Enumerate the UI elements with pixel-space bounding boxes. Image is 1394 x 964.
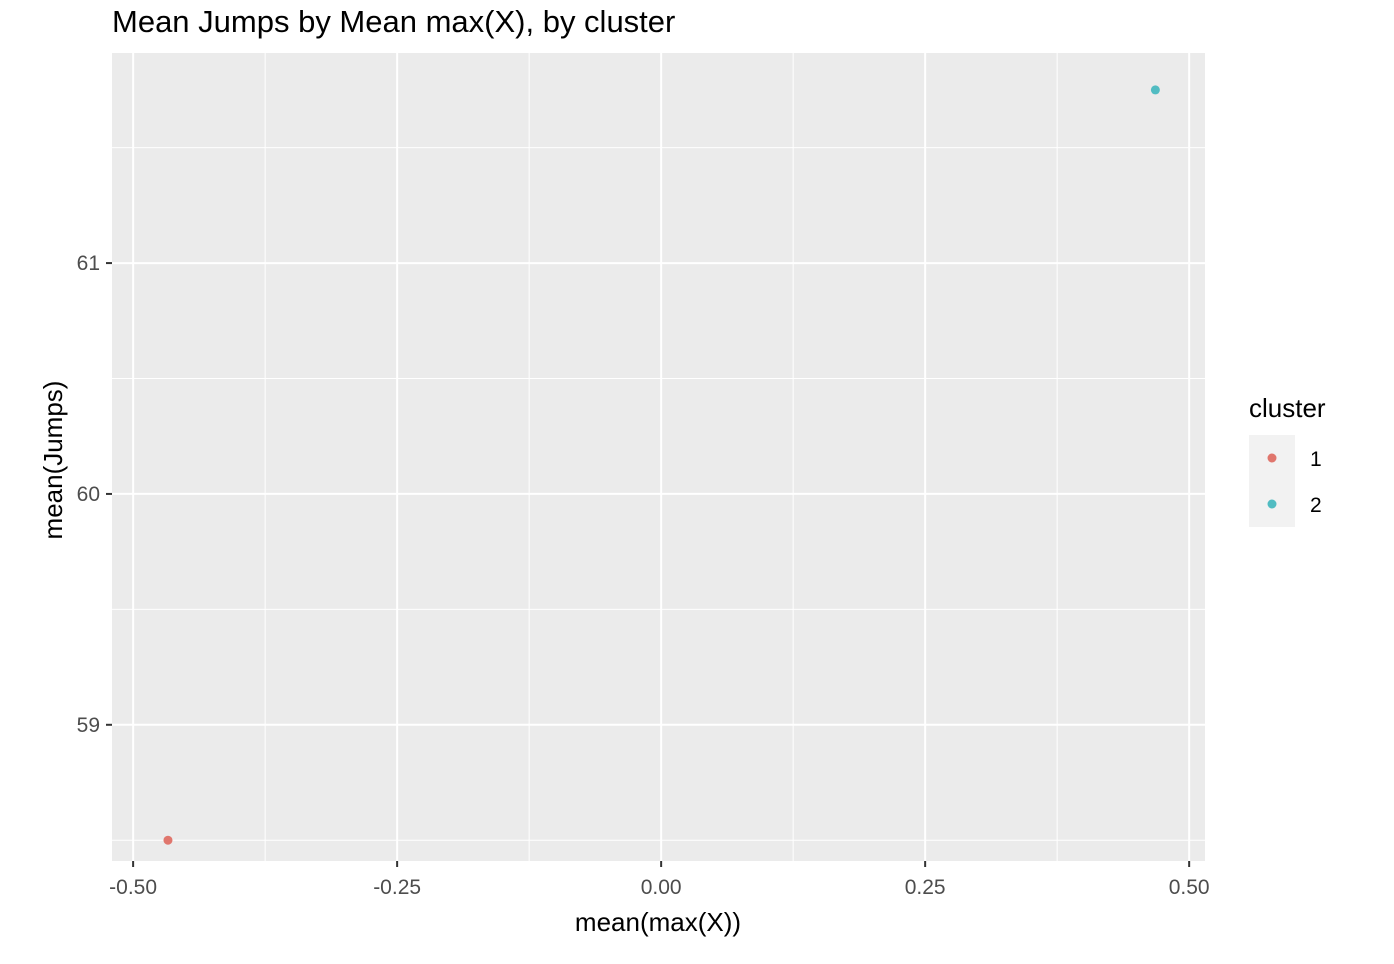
legend-key-swatch bbox=[1267, 453, 1277, 463]
legend-entry-label: 1 bbox=[1310, 448, 1322, 471]
x-tick-label: -0.50 bbox=[109, 876, 157, 899]
data-point-cluster-2 bbox=[1150, 85, 1160, 95]
legend-keys: 12 bbox=[1249, 435, 1322, 527]
chart-title: Mean Jumps by Mean max(X), by cluster bbox=[112, 4, 675, 39]
x-tick-label: -0.25 bbox=[373, 876, 421, 899]
legend-title: cluster bbox=[1249, 393, 1326, 423]
legend-entry-label: 2 bbox=[1310, 494, 1322, 517]
legend-key-background bbox=[1249, 435, 1295, 527]
y-tick-label: 60 bbox=[77, 483, 100, 506]
x-axis-title: mean(max(X)) bbox=[575, 907, 741, 937]
legend-key-swatch bbox=[1267, 499, 1277, 509]
y-axis-title: mean(Jumps) bbox=[38, 381, 68, 540]
legend: cluster 12 bbox=[1249, 393, 1326, 527]
plot-panel bbox=[112, 53, 1205, 861]
y-tick-label: 59 bbox=[77, 714, 100, 737]
x-axis: -0.50 -0.25 0.00 0.25 0.50 bbox=[109, 861, 1210, 899]
grid-lines bbox=[112, 53, 1205, 861]
x-tick-label: 0.50 bbox=[1169, 876, 1210, 899]
x-tick-label: 0.25 bbox=[905, 876, 946, 899]
x-tick-label: 0.00 bbox=[641, 876, 682, 899]
data-points bbox=[163, 85, 1160, 845]
data-point-cluster-1 bbox=[163, 835, 173, 845]
y-axis: 59 60 61 bbox=[77, 252, 112, 737]
y-tick-label: 61 bbox=[77, 252, 100, 275]
